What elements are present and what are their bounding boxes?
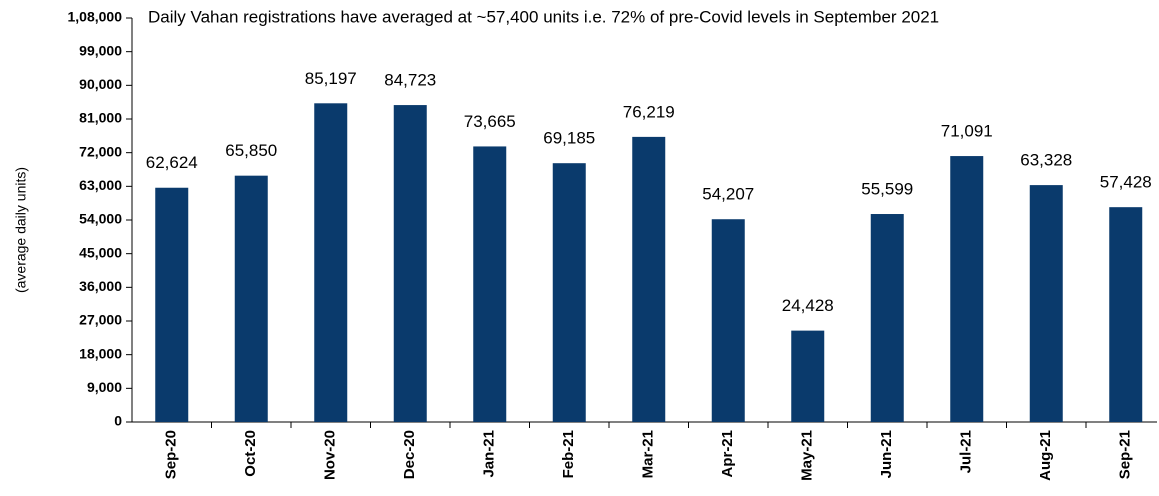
- value-label: 85,197: [305, 69, 357, 88]
- bar: [632, 136, 666, 423]
- y-tick-label: 81,000: [79, 110, 122, 126]
- value-label: 65,850: [225, 141, 277, 160]
- x-tick-label: Sep-20: [163, 430, 180, 479]
- value-label: 84,723: [384, 71, 436, 90]
- bar: [711, 219, 745, 422]
- value-label: 24,428: [782, 296, 834, 315]
- bar: [1109, 207, 1143, 422]
- value-label: 55,599: [861, 180, 913, 199]
- x-tick-label: Jul-21: [958, 430, 975, 473]
- value-label: 76,219: [623, 102, 675, 121]
- y-tick-label: 18,000: [79, 345, 122, 361]
- value-label: 54,207: [702, 185, 754, 204]
- bar: [155, 187, 189, 422]
- y-axis-label: (average daily units): [13, 167, 29, 293]
- x-tick-label: Nov-20: [322, 430, 339, 480]
- y-tick-label: 0: [114, 413, 122, 429]
- y-tick-label: 36,000: [79, 278, 122, 294]
- bar: [791, 330, 825, 422]
- x-tick-label: Apr-21: [719, 430, 736, 478]
- bar: [234, 175, 268, 422]
- value-label: 63,328: [1020, 151, 1072, 170]
- x-tick-label: Jun-21: [878, 430, 895, 478]
- value-label: 57,428: [1100, 173, 1152, 192]
- x-tick-label: Mar-21: [640, 430, 657, 478]
- y-tick-label: 1,08,000: [68, 9, 123, 25]
- value-label: 62,624: [146, 153, 198, 172]
- value-label: 73,665: [464, 112, 516, 131]
- bar: [552, 163, 586, 423]
- value-label: 69,185: [543, 129, 595, 148]
- y-tick-label: 99,000: [79, 42, 122, 58]
- bar: [393, 105, 427, 423]
- x-tick-label: Oct-20: [242, 430, 259, 477]
- x-tick-label: Feb-21: [560, 430, 577, 478]
- bar: [950, 156, 984, 422]
- bar: [870, 214, 904, 422]
- x-tick-label: Dec-20: [401, 430, 418, 479]
- y-tick-label: 27,000: [79, 312, 122, 328]
- y-tick-label: 63,000: [79, 177, 122, 193]
- x-tick-label: Sep-21: [1117, 430, 1134, 479]
- y-tick-label: 90,000: [79, 76, 122, 92]
- bar: [473, 146, 507, 422]
- y-tick-label: 45,000: [79, 244, 122, 260]
- y-tick-label: 54,000: [79, 211, 122, 227]
- chart-title: Daily Vahan registrations have averaged …: [148, 7, 939, 26]
- x-tick-label: Aug-21: [1037, 430, 1054, 481]
- y-tick-label: 9,000: [87, 379, 122, 395]
- x-tick-label: May-21: [799, 430, 816, 481]
- y-tick-label: 72,000: [79, 143, 122, 159]
- x-tick-label: Jan-21: [481, 430, 498, 478]
- bar: [314, 103, 348, 422]
- bar: [1029, 185, 1063, 422]
- value-label: 71,091: [941, 122, 993, 141]
